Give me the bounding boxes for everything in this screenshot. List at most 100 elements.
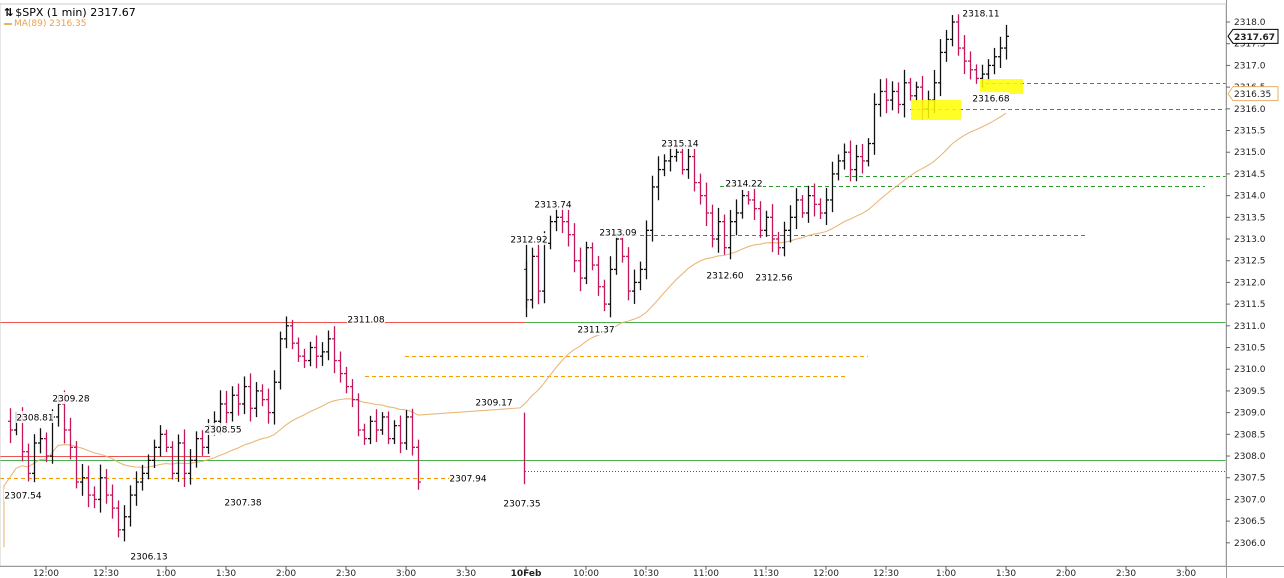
ohlc-bar bbox=[98, 464, 103, 513]
time-tick-label: 1:00 bbox=[936, 569, 956, 578]
price-annotation: 2308.81 bbox=[16, 414, 53, 424]
time-tick-label: 1:30 bbox=[996, 569, 1016, 578]
ohlc-bar bbox=[308, 341, 313, 367]
last-price: 2317.67 bbox=[90, 6, 136, 19]
ohlc-bar bbox=[356, 393, 361, 437]
ohlc-bar bbox=[182, 429, 187, 488]
ohlc-bar bbox=[596, 255, 601, 296]
ohlc-bar bbox=[830, 161, 835, 213]
ohlc-bar bbox=[770, 204, 775, 253]
ohlc-bar bbox=[752, 188, 757, 220]
ohlc-bar bbox=[236, 383, 241, 416]
ohlc-bar bbox=[578, 247, 583, 292]
ohlc-bar bbox=[806, 185, 811, 223]
ohlc-bar bbox=[530, 247, 535, 309]
time-tick-label: 3:00 bbox=[1176, 569, 1196, 578]
ma-legend: MA(89) 2316.35 bbox=[4, 19, 87, 29]
ohlc-bar bbox=[662, 154, 667, 177]
ohlc-bar bbox=[716, 207, 721, 253]
annotation-bg bbox=[706, 269, 744, 281]
price-tick-label: 2307.0 bbox=[1234, 495, 1266, 505]
ohlc-bar bbox=[968, 51, 973, 80]
ohlc-bar bbox=[572, 223, 577, 273]
ohlc-bar bbox=[188, 449, 193, 485]
price-tick-label: 2314.0 bbox=[1234, 192, 1266, 202]
ohlc-bar bbox=[86, 465, 91, 508]
ohlc-bar bbox=[842, 143, 847, 170]
ohlc-bar bbox=[746, 190, 751, 205]
ohlc-bar bbox=[836, 154, 841, 181]
annotation-bg bbox=[204, 423, 242, 435]
time-tick-label: 10Feb bbox=[511, 569, 542, 578]
time-tick-label: 12:00 bbox=[813, 569, 839, 578]
ohlc-bar bbox=[104, 469, 109, 504]
chart-header: ⇅ $SPX (1 min) 2317.67 bbox=[4, 6, 136, 19]
time-tick-label: 3:30 bbox=[456, 569, 476, 578]
ohlc-bar bbox=[1004, 24, 1009, 60]
price-annotation: 2315.14 bbox=[661, 140, 698, 150]
ohlc-bar bbox=[944, 29, 949, 62]
ohlc-bar bbox=[758, 201, 763, 238]
annotation-bg bbox=[4, 489, 42, 501]
price-tick-label: 2313.5 bbox=[1234, 213, 1266, 223]
ohlc-bar bbox=[332, 326, 337, 374]
ohlc-bar bbox=[92, 486, 97, 509]
price-tick-label: 2317.0 bbox=[1234, 61, 1266, 71]
annotation-bg bbox=[510, 233, 548, 245]
ohlc-bar bbox=[158, 425, 163, 457]
annotation-bg bbox=[599, 226, 637, 238]
ohlc-bar bbox=[764, 210, 769, 237]
ohlc-bar bbox=[698, 173, 703, 205]
ohlc-bar bbox=[350, 379, 355, 408]
ma-price-box bbox=[1227, 86, 1279, 102]
time-tick-label: 12:30 bbox=[873, 569, 899, 578]
ohlc-bar bbox=[614, 233, 619, 275]
ohlc-bar bbox=[176, 434, 181, 482]
price-tick-label: 2312.0 bbox=[1234, 278, 1266, 288]
price-tick-label: 2308.5 bbox=[1234, 430, 1266, 440]
ohlc-bar bbox=[722, 214, 727, 255]
ohlc-bar bbox=[656, 156, 661, 201]
price-tick-label: 2316.0 bbox=[1234, 105, 1266, 115]
price-tick-label: 2313.0 bbox=[1234, 235, 1266, 245]
annotation-bg bbox=[962, 7, 1000, 19]
up-down-arrows-icon[interactable]: ⇅ bbox=[4, 6, 14, 19]
ohlc-bar bbox=[692, 147, 697, 192]
ohlc-bar bbox=[398, 415, 403, 454]
ohlc-bar bbox=[242, 376, 247, 415]
price-annotation: 2313.74 bbox=[534, 201, 571, 211]
annotation-bg bbox=[475, 396, 513, 408]
price-tick-label: 2309.0 bbox=[1234, 409, 1266, 419]
ohlc-bar bbox=[914, 81, 919, 102]
ohlc-bar bbox=[824, 187, 829, 226]
annotation-bg bbox=[503, 497, 541, 509]
annotation-bg bbox=[755, 271, 793, 283]
ohlc-bar bbox=[260, 384, 265, 407]
ohlc-bar bbox=[368, 415, 373, 445]
price-tick-label: 2312.5 bbox=[1234, 257, 1266, 267]
ohlc-bar bbox=[800, 195, 805, 218]
ohlc-bar bbox=[248, 373, 253, 422]
ohlc-bar bbox=[950, 15, 955, 47]
price-annotation: 2307.94 bbox=[449, 475, 486, 485]
ohlc-bar bbox=[734, 199, 739, 236]
ohlc-bar bbox=[908, 77, 913, 101]
interval: (1 min) bbox=[46, 6, 87, 19]
ohlc-bar bbox=[728, 210, 733, 260]
price-annotation: 2307.35 bbox=[503, 500, 540, 510]
ohlc-bar bbox=[602, 279, 607, 312]
price-annotation: 2314.22 bbox=[725, 180, 762, 190]
highlight-box bbox=[980, 79, 1023, 94]
ohlc-bar bbox=[140, 464, 145, 491]
ohlc-bar bbox=[170, 441, 175, 480]
ma-label: MA(89) bbox=[14, 19, 47, 29]
last-price-box bbox=[1227, 28, 1279, 44]
price-annotation: 2309.17 bbox=[475, 399, 512, 409]
annotation-bg bbox=[224, 496, 262, 508]
ohlc-bar bbox=[326, 330, 331, 361]
ohlc-bar bbox=[80, 463, 85, 496]
time-tick-label: 1:30 bbox=[216, 569, 236, 578]
time-tick-label: 2:30 bbox=[1116, 569, 1136, 578]
